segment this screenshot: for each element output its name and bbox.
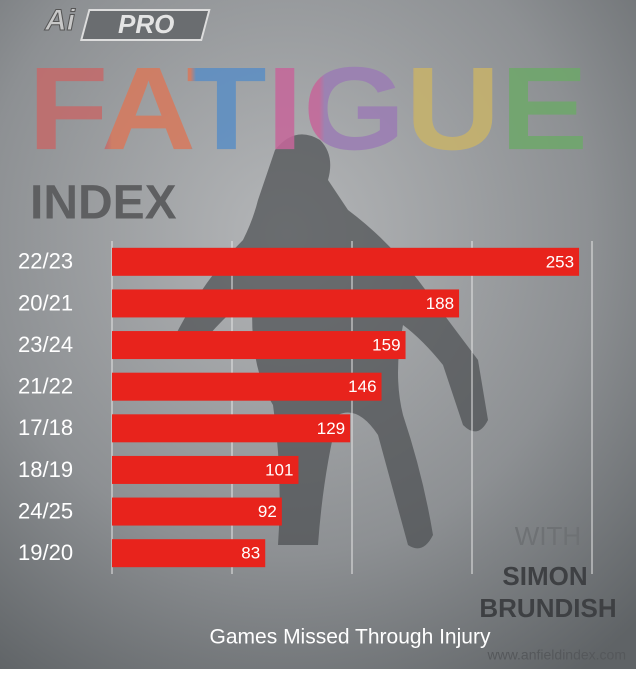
logo-mark: Ai: [44, 4, 76, 37]
bar: [112, 247, 580, 276]
y-tick-label: 24/25: [18, 498, 73, 523]
value-label: 146: [348, 377, 376, 396]
value-label: 83: [241, 544, 260, 563]
value-label: 101: [265, 460, 293, 479]
bar: [112, 289, 460, 318]
y-tick-label: 21/22: [18, 374, 73, 399]
author-last: BRUNDISH: [479, 593, 616, 623]
value-label: 129: [317, 419, 345, 438]
y-tick-label: 23/24: [18, 332, 73, 357]
bar: [112, 372, 382, 401]
y-tick-label: 18/19: [18, 457, 73, 482]
x-axis-label: Games Missed Through Injury: [210, 626, 491, 649]
bar: [112, 414, 351, 443]
y-tick-label: 17/18: [18, 415, 73, 440]
bar: [112, 539, 266, 568]
y-tick-label: 19/20: [18, 540, 73, 565]
value-label: 253: [546, 252, 574, 271]
value-label: 92: [258, 502, 277, 521]
author-first: SIMON: [502, 561, 587, 591]
value-label: 188: [426, 294, 454, 313]
byline: WITH: [515, 521, 581, 551]
y-tick-label: 20/21: [18, 290, 73, 315]
subtitle: INDEX: [30, 177, 177, 230]
title: FATIGUE: [28, 43, 588, 175]
y-tick-label: 22/23: [18, 249, 73, 274]
logo-brand: PRO: [118, 9, 174, 39]
bar: [112, 497, 282, 526]
logo-box: [80, 9, 211, 41]
value-label: 159: [372, 336, 400, 355]
website: www.anfieldindex.com: [486, 647, 626, 663]
plot-area: 22/23 253 20/21 188 23/24 159 21/22 146 17/18 129…: [18, 241, 593, 574]
bar: [112, 455, 299, 484]
bar: [112, 331, 406, 360]
